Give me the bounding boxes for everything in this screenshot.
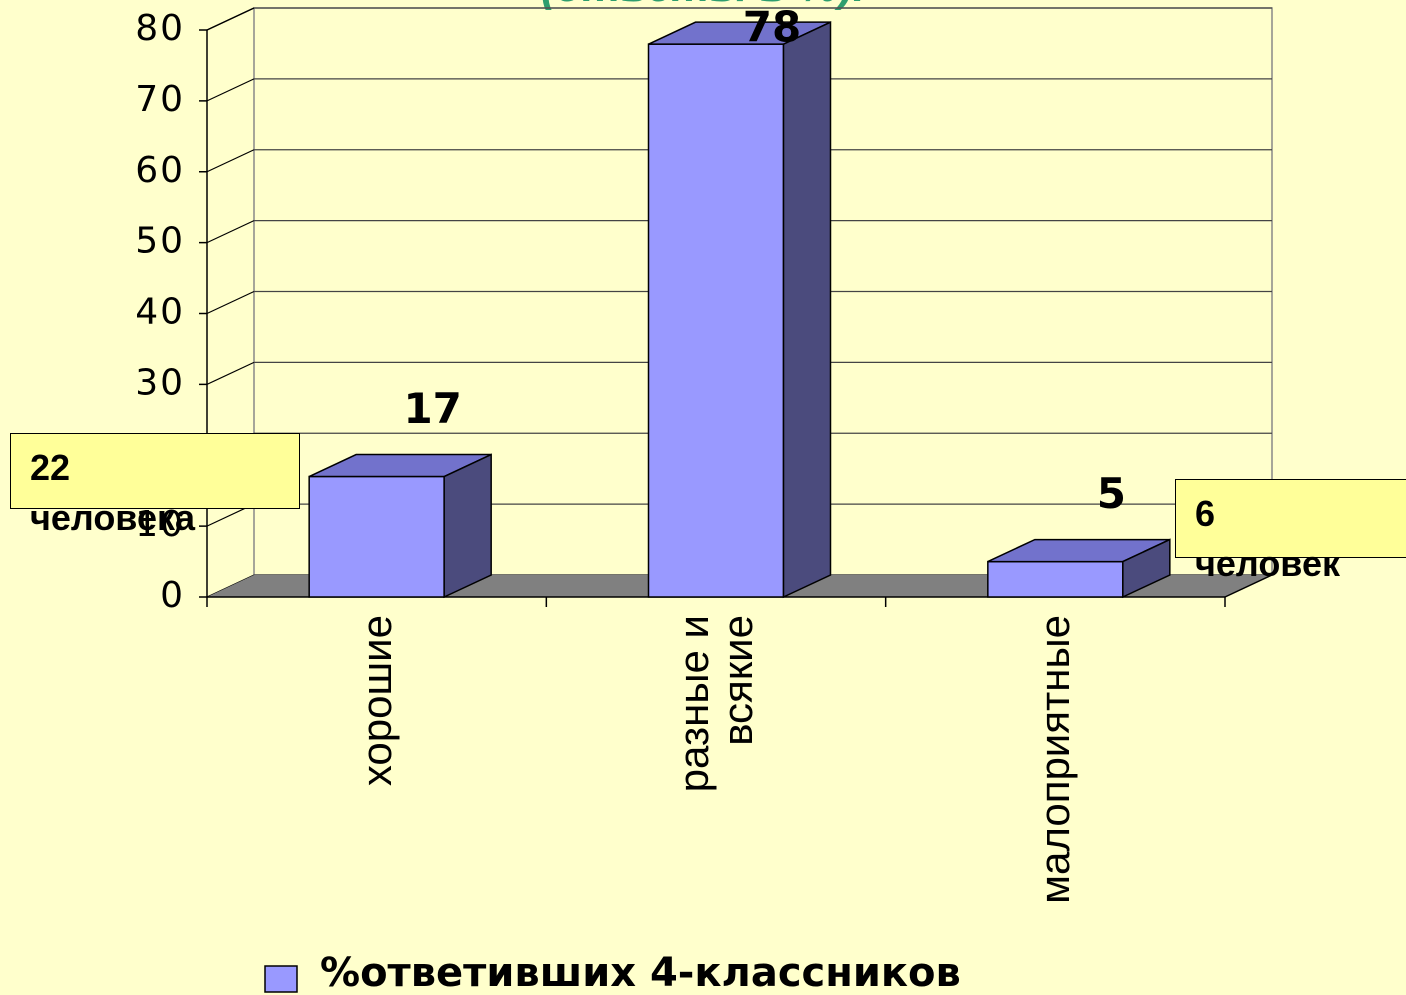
annotation: 22 человека xyxy=(30,447,196,538)
y-tick-label: 80 xyxy=(135,8,185,49)
bar-side xyxy=(782,20,832,599)
x-tick-label: малоприятные xyxy=(1031,615,1079,904)
x-tick-label: хорошие xyxy=(352,615,400,787)
x-axis-depth xyxy=(1224,574,1273,598)
value-label: 78 xyxy=(743,3,801,52)
value-label: 17 xyxy=(403,384,461,433)
grid-line xyxy=(206,78,255,102)
bar-side xyxy=(443,453,492,599)
annotation: 6 человек xyxy=(1195,493,1341,584)
y-tick-label: 30 xyxy=(135,362,185,403)
y-tick-label: 0 xyxy=(160,575,185,616)
grid-line xyxy=(206,149,255,173)
bar-side xyxy=(1122,538,1171,599)
x-tick-label: разные и всякие xyxy=(670,615,761,793)
bar-front xyxy=(308,475,445,598)
y-tick-label: 60 xyxy=(135,150,185,191)
y-tick-label: 70 xyxy=(135,79,185,120)
y-tick-label: 10 xyxy=(135,504,185,545)
grid-line xyxy=(206,7,255,31)
legend-swatch xyxy=(264,965,298,993)
bar xyxy=(647,20,832,599)
annotation-box xyxy=(1175,479,1406,558)
annotation-box xyxy=(10,433,300,509)
chart-title: (ответы в %). xyxy=(0,0,1406,12)
bar xyxy=(308,453,492,599)
grid-line xyxy=(206,290,255,315)
legend-label: %ответивших 4-классников xyxy=(320,950,961,995)
grid-line xyxy=(206,220,255,244)
bar-front xyxy=(647,43,785,598)
grid-line xyxy=(206,361,255,385)
bar xyxy=(987,538,1171,599)
value-label: 5 xyxy=(1097,469,1126,518)
y-tick-label: 40 xyxy=(135,292,185,333)
bar-front xyxy=(987,560,1124,598)
y-tick-label: 50 xyxy=(135,221,185,262)
